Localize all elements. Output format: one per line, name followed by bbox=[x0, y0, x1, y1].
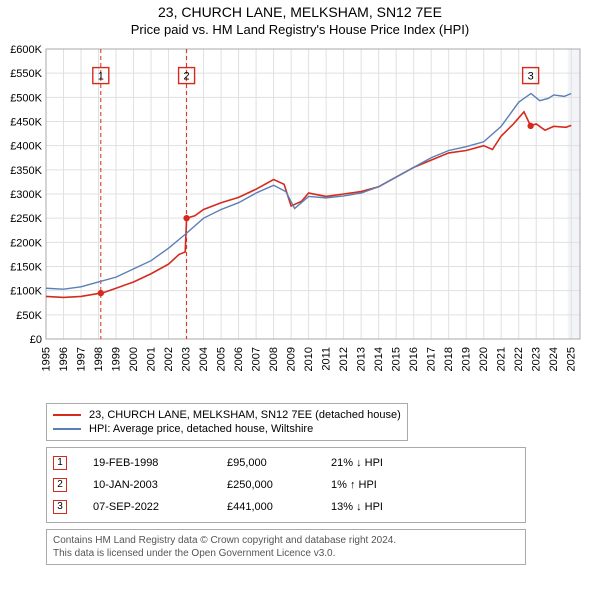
svg-text:£450K: £450K bbox=[10, 117, 42, 129]
event-diff: 1% ↑ HPI bbox=[331, 474, 431, 496]
event-price: £250,000 bbox=[227, 474, 327, 496]
svg-text:2022: 2022 bbox=[513, 347, 525, 371]
svg-text:2017: 2017 bbox=[425, 347, 437, 371]
svg-text:2003: 2003 bbox=[180, 347, 192, 371]
event-marker-icon: 3 bbox=[53, 500, 67, 514]
svg-text:2019: 2019 bbox=[460, 347, 472, 371]
svg-text:£400K: £400K bbox=[10, 141, 42, 153]
legend: 23, CHURCH LANE, MELKSHAM, SN12 7EE (det… bbox=[46, 403, 408, 441]
event-price: £441,000 bbox=[227, 496, 327, 518]
svg-text:£500K: £500K bbox=[10, 92, 42, 104]
svg-text:2000: 2000 bbox=[128, 347, 140, 371]
svg-text:2005: 2005 bbox=[215, 347, 227, 371]
legend-swatch bbox=[53, 414, 81, 416]
svg-text:2023: 2023 bbox=[531, 347, 543, 371]
svg-text:2025: 2025 bbox=[566, 347, 578, 371]
event-row: 1 19-FEB-1998 £95,000 21% ↓ HPI bbox=[53, 452, 519, 474]
footnote-line: This data is licensed under the Open Gov… bbox=[53, 547, 519, 560]
svg-text:1: 1 bbox=[98, 71, 104, 83]
svg-text:£300K: £300K bbox=[10, 189, 42, 201]
svg-text:2015: 2015 bbox=[390, 347, 402, 371]
chart-svg: £0 £50K £100K £150K £200K £250K £300K £350K £400… bbox=[0, 45, 586, 397]
svg-text:£550K: £550K bbox=[10, 68, 42, 80]
event-marker-icon: 1 bbox=[53, 456, 67, 470]
svg-text:£50K: £50K bbox=[16, 310, 42, 322]
svg-text:2013: 2013 bbox=[355, 347, 367, 371]
footnote: Contains HM Land Registry data © Crown c… bbox=[46, 529, 526, 565]
legend-swatch bbox=[53, 428, 81, 430]
legend-label: 23, CHURCH LANE, MELKSHAM, SN12 7EE (det… bbox=[89, 408, 401, 422]
svg-text:2006: 2006 bbox=[233, 347, 245, 371]
event-diff: 13% ↓ HPI bbox=[331, 496, 431, 518]
svg-text:2018: 2018 bbox=[443, 347, 455, 371]
event-row: 2 10-JAN-2003 £250,000 1% ↑ HPI bbox=[53, 474, 519, 496]
svg-text:1996: 1996 bbox=[58, 347, 70, 371]
svg-text:2024: 2024 bbox=[548, 347, 560, 371]
svg-text:2012: 2012 bbox=[338, 347, 350, 371]
svg-text:2021: 2021 bbox=[496, 347, 508, 371]
svg-text:1995: 1995 bbox=[40, 347, 52, 371]
event-date: 10-JAN-2003 bbox=[93, 474, 223, 496]
svg-text:1999: 1999 bbox=[110, 347, 122, 371]
svg-text:2: 2 bbox=[184, 71, 190, 83]
svg-text:2011: 2011 bbox=[320, 347, 332, 371]
footnote-line: Contains HM Land Registry data © Crown c… bbox=[53, 534, 519, 547]
page-root: 23, CHURCH LANE, MELKSHAM, SN12 7EE Pric… bbox=[0, 0, 600, 565]
svg-text:2007: 2007 bbox=[250, 347, 262, 371]
svg-text:£100K: £100K bbox=[10, 286, 42, 298]
svg-text:1998: 1998 bbox=[93, 347, 105, 371]
svg-text:£0: £0 bbox=[30, 334, 42, 346]
svg-text:£150K: £150K bbox=[10, 262, 42, 274]
event-table: 1 19-FEB-1998 £95,000 21% ↓ HPI 2 10-JAN… bbox=[46, 447, 526, 523]
legend-row: HPI: Average price, detached house, Wilt… bbox=[53, 422, 401, 436]
title-subtitle: Price paid vs. HM Land Registry's House … bbox=[0, 22, 600, 37]
chart: £0 £50K £100K £150K £200K £250K £300K £350K £400… bbox=[0, 45, 586, 397]
legend-row: 23, CHURCH LANE, MELKSHAM, SN12 7EE (det… bbox=[53, 408, 401, 422]
event-date: 07-SEP-2022 bbox=[93, 496, 223, 518]
svg-text:2001: 2001 bbox=[145, 347, 157, 371]
svg-text:2004: 2004 bbox=[198, 347, 210, 371]
title-block: 23, CHURCH LANE, MELKSHAM, SN12 7EE Pric… bbox=[0, 0, 600, 37]
svg-text:2009: 2009 bbox=[285, 347, 297, 371]
event-price: £95,000 bbox=[227, 452, 327, 474]
event-date: 19-FEB-1998 bbox=[93, 452, 223, 474]
event-row: 3 07-SEP-2022 £441,000 13% ↓ HPI bbox=[53, 496, 519, 518]
svg-text:2016: 2016 bbox=[408, 347, 420, 371]
svg-text:2020: 2020 bbox=[478, 347, 490, 371]
title-address: 23, CHURCH LANE, MELKSHAM, SN12 7EE bbox=[0, 4, 600, 20]
svg-text:1997: 1997 bbox=[75, 347, 87, 371]
svg-text:2008: 2008 bbox=[268, 347, 280, 371]
event-diff: 21% ↓ HPI bbox=[331, 452, 431, 474]
event-marker-icon: 2 bbox=[53, 478, 67, 492]
svg-text:£250K: £250K bbox=[10, 213, 42, 225]
svg-text:3: 3 bbox=[528, 71, 534, 83]
svg-text:£600K: £600K bbox=[10, 45, 42, 56]
svg-text:£350K: £350K bbox=[10, 165, 42, 177]
svg-text:2002: 2002 bbox=[163, 347, 175, 371]
legend-label: HPI: Average price, detached house, Wilt… bbox=[89, 422, 313, 436]
svg-text:2014: 2014 bbox=[373, 347, 385, 371]
svg-text:2010: 2010 bbox=[303, 347, 315, 371]
svg-text:£200K: £200K bbox=[10, 237, 42, 249]
